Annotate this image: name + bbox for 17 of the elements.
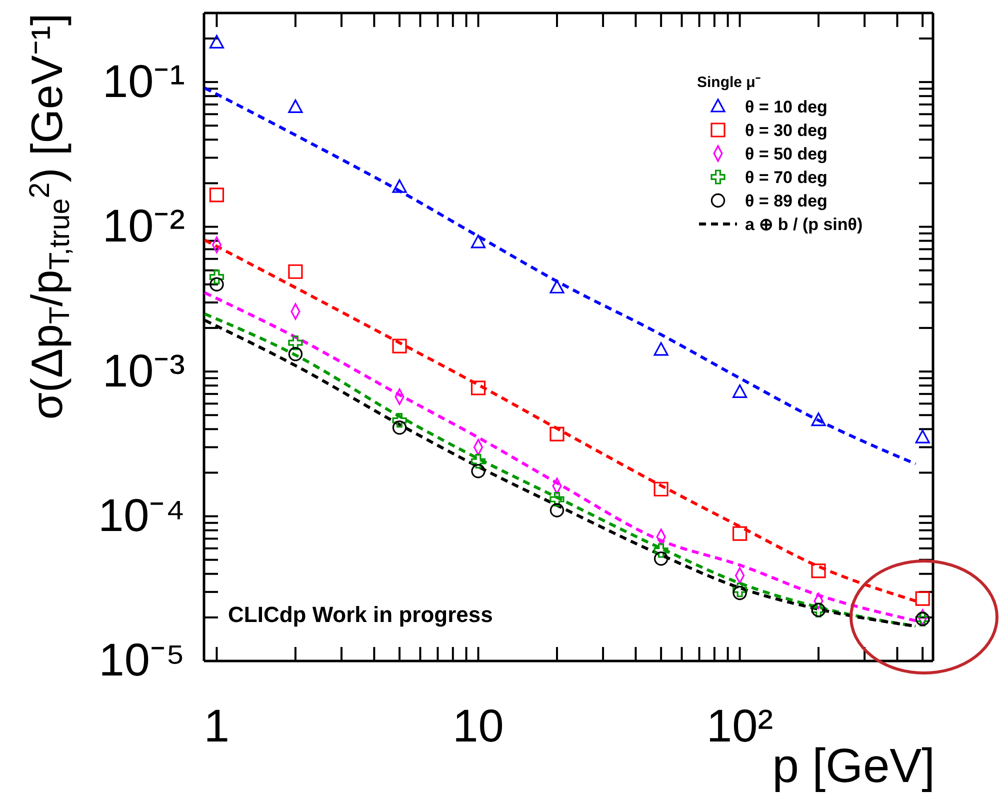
legend-label: θ = 50 deg xyxy=(745,144,828,164)
legend-label: θ = 30 deg xyxy=(745,121,828,140)
x-tick-label: 10 xyxy=(452,700,504,752)
x-tick-label: 10² xyxy=(706,700,774,752)
x-tick-label: 1 xyxy=(204,700,230,752)
legend-label: θ = 10 deg xyxy=(745,98,828,116)
legend-label: θ = 89 deg xyxy=(745,192,828,210)
y-tick-label: 10⁻⁴ xyxy=(98,488,185,541)
legend-title: Single μ⁻ xyxy=(697,74,760,91)
legend-label: a ⊕ b / (p sinθ) xyxy=(745,215,863,234)
x-axis-title: p [GeV] xyxy=(772,740,935,793)
y-tick-label: 10⁻¹ xyxy=(102,54,185,107)
legend-label: θ = 70 deg xyxy=(745,168,828,187)
annotation: CLICdp Work in progress xyxy=(228,602,493,627)
y-tick-label: 10⁻² xyxy=(102,200,185,252)
y-tick-label: 10⁻⁵ xyxy=(98,634,185,686)
y-tick-label: 10⁻³ xyxy=(102,344,185,396)
